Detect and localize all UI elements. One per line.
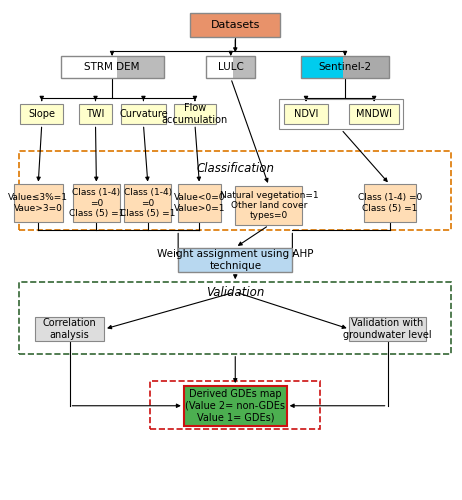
Bar (35, 317, 104, 342)
Bar (206, 56, 255, 78)
Bar (13, 184, 63, 222)
Text: Weight assignment using AHP
technique: Weight assignment using AHP technique (157, 249, 314, 270)
Bar (284, 104, 328, 124)
Bar (19, 282, 451, 354)
Text: Correlation
analysis: Correlation analysis (43, 318, 97, 340)
Bar (343, 56, 389, 78)
Bar (61, 56, 117, 78)
Bar (184, 386, 287, 426)
Bar (124, 184, 171, 222)
Text: Derived GDEs map
(Value 2= non-GDEs
Value 1= GDEs): Derived GDEs map (Value 2= non-GDEs Valu… (185, 389, 285, 422)
Bar (178, 184, 221, 222)
Text: Value<0=0
Value>0=1: Value<0=0 Value>0=1 (174, 194, 225, 212)
Bar (117, 56, 164, 78)
Text: Datasets: Datasets (211, 20, 260, 30)
Bar (349, 317, 426, 342)
Bar (20, 104, 63, 124)
Text: Classification: Classification (196, 162, 274, 175)
Text: LULC: LULC (218, 62, 244, 72)
Text: TWI: TWI (86, 109, 105, 119)
Text: Natural vegetation=1
Other land cover
types=0: Natural vegetation=1 Other land cover ty… (219, 190, 318, 220)
Text: NDVI: NDVI (294, 109, 318, 119)
Text: MNDWI: MNDWI (356, 109, 392, 119)
Bar (279, 98, 403, 130)
Bar (233, 56, 255, 78)
Text: Flow
accumulation: Flow accumulation (162, 103, 228, 125)
Text: Validation with
groundwater level: Validation with groundwater level (343, 318, 432, 340)
Bar (121, 104, 166, 124)
Bar (235, 186, 303, 226)
Bar (79, 104, 112, 124)
Bar (301, 56, 343, 78)
Text: Sentinel-2: Sentinel-2 (318, 62, 371, 72)
Bar (349, 104, 399, 124)
Bar (206, 56, 233, 78)
Bar (73, 184, 120, 222)
Text: Class (1-4)
=0
Class (5) =1: Class (1-4) =0 Class (5) =1 (120, 188, 176, 218)
Text: STRM DEM: STRM DEM (85, 62, 140, 72)
Bar (174, 104, 216, 124)
Bar (150, 381, 320, 429)
Text: Class (1-4) =0
Class (5) =1: Class (1-4) =0 Class (5) =1 (358, 194, 422, 212)
Text: Curvature: Curvature (119, 109, 168, 119)
Bar (19, 151, 451, 230)
Bar (61, 56, 164, 78)
Text: Value≤3%=1
Vaue>3=0: Value≤3%=1 Vaue>3=0 (8, 194, 68, 212)
Text: Validation: Validation (206, 286, 264, 298)
Text: Slope: Slope (28, 109, 55, 119)
Bar (301, 56, 389, 78)
Bar (364, 184, 415, 222)
Bar (190, 13, 280, 37)
Text: Class (1-4)
=0
Class (5) =1: Class (1-4) =0 Class (5) =1 (69, 188, 124, 218)
Bar (178, 248, 292, 272)
